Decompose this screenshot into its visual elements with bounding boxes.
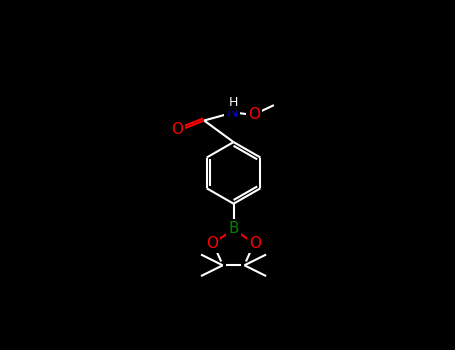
Text: N: N (226, 105, 238, 120)
Text: B: B (228, 221, 239, 236)
Text: O: O (248, 107, 260, 122)
Text: O: O (249, 236, 261, 251)
Text: O: O (206, 236, 218, 251)
Text: O: O (171, 122, 183, 137)
Text: H: H (229, 96, 238, 108)
